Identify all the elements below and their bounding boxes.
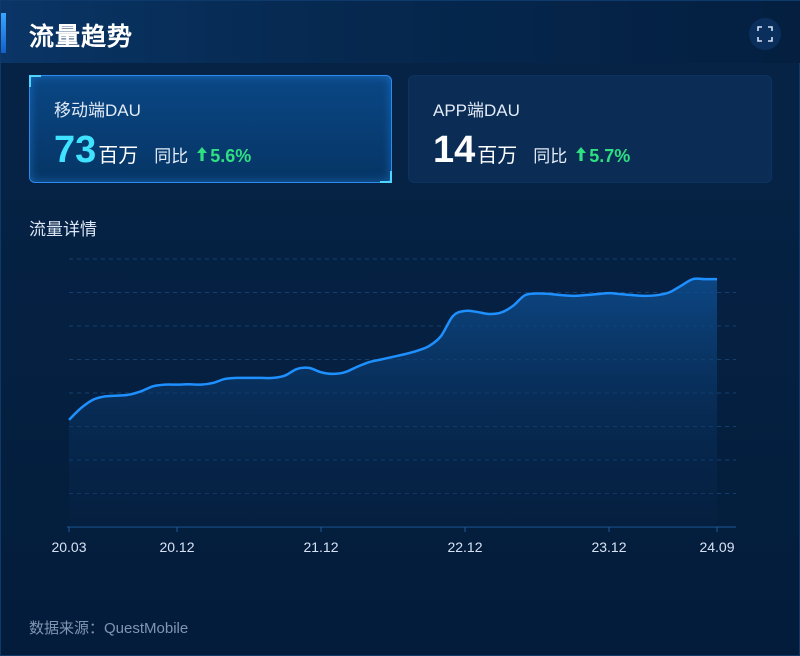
dau-value: 73 xyxy=(54,129,97,171)
arrow-up-icon xyxy=(576,147,587,161)
x-tick-label: 20.12 xyxy=(159,539,194,555)
panel-header: 流量趋势 xyxy=(1,1,800,63)
dau-unit: 百万 xyxy=(98,145,139,167)
x-tick-label: 23.12 xyxy=(591,539,626,555)
arrow-up-icon xyxy=(197,147,208,161)
yoy-label: 同比 xyxy=(533,147,568,166)
x-tick-label: 21.12 xyxy=(303,539,338,555)
card-label: 移动端DAU xyxy=(54,101,141,120)
yoy-value: 5.6% xyxy=(210,146,252,166)
x-tick-label: 20.03 xyxy=(51,539,86,555)
dau-value: 14 xyxy=(433,129,476,171)
yoy-value: 5.7% xyxy=(589,146,631,166)
header-accent-bar xyxy=(1,13,6,53)
mobile-dau-card[interactable]: 移动端DAU 73 百万 同比 5.6% xyxy=(29,75,392,183)
area-fill xyxy=(69,278,717,527)
traffic-area-chart: 20.03 20.12 21.12 22.12 23.12 24.09 xyxy=(51,258,736,555)
app-dau-card[interactable]: APP端DAU 14 百万 同比 5.7% xyxy=(408,75,772,183)
x-tick-label: 24.09 xyxy=(699,539,734,555)
fullscreen-icon xyxy=(757,26,773,42)
yoy-label: 同比 xyxy=(154,147,189,166)
fullscreen-button[interactable] xyxy=(749,18,781,50)
dau-unit: 百万 xyxy=(477,145,518,167)
x-tick-label: 22.12 xyxy=(447,539,482,555)
card-label: APP端DAU xyxy=(433,101,520,120)
panel-title: 流量趋势 xyxy=(29,23,134,51)
data-source: 数据来源：QuestMobile xyxy=(29,620,189,637)
section-title: 流量详情 xyxy=(29,220,97,239)
series-line xyxy=(68,277,717,421)
